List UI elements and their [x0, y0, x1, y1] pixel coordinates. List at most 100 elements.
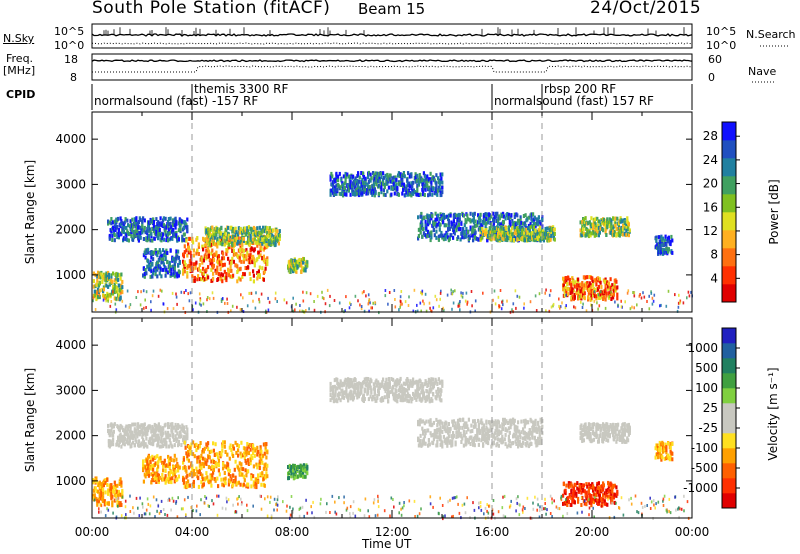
echo-cell	[245, 460, 248, 465]
near-range-echo	[175, 295, 178, 299]
near-range-echo	[359, 303, 361, 307]
echo-cell	[591, 276, 594, 281]
echo-cell	[358, 175, 361, 180]
echo-cell	[300, 263, 303, 268]
echo-cell	[511, 225, 514, 230]
echo-cell	[143, 218, 146, 223]
echo-cell	[588, 230, 591, 235]
echo-cell	[103, 502, 106, 507]
echo-cell	[367, 377, 370, 381]
near-range-echo	[550, 305, 553, 309]
echo-cell	[427, 193, 430, 198]
echo-cell	[117, 233, 120, 238]
echo-cell	[427, 214, 430, 219]
echo-cell	[434, 222, 437, 227]
echo-cell	[430, 235, 433, 240]
echo-cell	[102, 499, 105, 504]
echo-cell	[189, 445, 192, 450]
echo-cell	[234, 475, 237, 480]
echo-cell	[606, 223, 609, 228]
echo-cell	[589, 282, 592, 287]
near-range-echo	[451, 292, 453, 296]
near-range-echo	[92, 299, 94, 303]
colorbar-cell	[722, 194, 736, 213]
echo-cell	[661, 243, 664, 248]
echo-cell	[435, 229, 438, 234]
echo-cell	[528, 232, 531, 237]
echo-cell	[157, 436, 160, 441]
near-range-echo	[646, 300, 648, 303]
echo-cell	[580, 294, 583, 299]
near-range-echo	[413, 288, 416, 292]
echo-cell	[288, 259, 291, 264]
echo-cell	[200, 465, 203, 470]
echo-cell	[243, 226, 246, 231]
echo-cell	[416, 178, 419, 183]
echo-cell	[112, 442, 115, 447]
echo-cell	[113, 296, 116, 301]
near-range-echo	[470, 290, 473, 293]
echo-cell	[241, 472, 244, 477]
echo-cell	[382, 192, 385, 197]
echo-cell	[196, 277, 199, 282]
echo-cell	[567, 275, 570, 280]
near-range-echo	[301, 309, 304, 313]
echo-cell	[402, 185, 405, 190]
echo-cell	[175, 230, 178, 235]
echo-cell	[252, 443, 255, 448]
echo-cell	[232, 234, 235, 239]
echo-cell	[671, 238, 674, 243]
echo-cell	[274, 240, 277, 245]
echo-cell	[352, 189, 355, 194]
echo-cell	[427, 177, 430, 182]
echo-cell	[156, 467, 159, 472]
echo-cell	[185, 425, 188, 430]
echo-cell	[234, 440, 237, 445]
echo-cell	[401, 182, 404, 187]
echo-cell	[567, 292, 570, 297]
echo-cell	[420, 214, 423, 219]
echo-cell	[237, 239, 240, 244]
echo-cell	[261, 241, 264, 246]
echo-cell	[159, 427, 162, 432]
echo-cell	[151, 238, 154, 243]
echo-cell	[239, 277, 242, 282]
echo-cell	[259, 447, 262, 452]
echo-cell	[537, 231, 540, 236]
echo-cell	[183, 260, 186, 265]
echo-cell	[207, 447, 210, 452]
echo-cell	[259, 243, 262, 248]
near-range-echo	[650, 290, 652, 294]
echo-cell	[419, 226, 422, 231]
echo-cell	[141, 221, 144, 226]
echo-cell	[228, 456, 231, 461]
echo-cell	[465, 233, 468, 238]
echo-cell	[437, 213, 440, 218]
echo-cell	[216, 238, 219, 243]
echo-cell	[416, 190, 419, 195]
echo-cell	[137, 235, 140, 240]
echo-cell	[474, 219, 477, 224]
echo-cell	[396, 186, 399, 190]
echo-cell	[397, 181, 400, 186]
echo-cell	[117, 437, 120, 442]
echo-cell	[242, 474, 245, 479]
echo-cell	[416, 192, 419, 197]
echo-cell	[180, 434, 183, 439]
echo-cell	[246, 450, 249, 455]
echo-cell	[455, 213, 458, 218]
echo-cell	[364, 176, 367, 181]
near-range-echo	[420, 309, 422, 313]
echo-cell	[167, 217, 170, 221]
echo-cell	[160, 238, 163, 243]
echo-cell	[438, 188, 441, 193]
echo-cell	[207, 465, 210, 470]
echo-cell	[339, 398, 342, 403]
near-range-echo	[267, 308, 270, 312]
echo-cell	[421, 178, 424, 182]
echo-cell	[197, 475, 200, 480]
echo-cell	[172, 432, 175, 437]
echo-cell	[477, 213, 480, 218]
echo-cell	[259, 445, 262, 450]
echo-cell	[207, 246, 210, 251]
